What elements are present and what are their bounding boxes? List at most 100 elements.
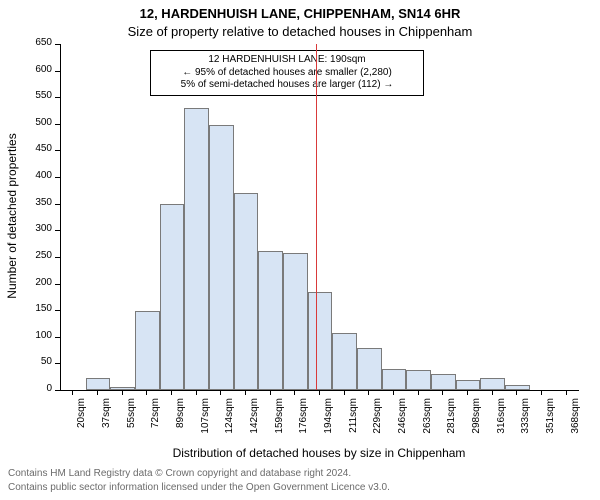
y-tick: [55, 230, 60, 231]
x-tick-label: 211sqm: [348, 398, 359, 448]
annotation-line-1: 12 HARDENHUISH LANE: 190sqm: [157, 54, 417, 67]
y-tick-label: 350: [20, 197, 52, 208]
x-tick-label: 229sqm: [372, 398, 383, 448]
histogram-bar: [110, 387, 135, 390]
histogram-bar: [234, 193, 259, 390]
x-tick-label: 107sqm: [200, 398, 211, 448]
histogram-bar: [406, 370, 431, 390]
histogram-bar: [160, 204, 185, 390]
y-tick: [55, 257, 60, 258]
histogram-bar: [86, 378, 111, 390]
x-tick-label: 37sqm: [101, 398, 112, 448]
footer-line-1: Contains HM Land Registry data © Crown c…: [8, 468, 351, 479]
x-axis-label: Distribution of detached houses by size …: [60, 446, 578, 460]
x-tick-label: 89sqm: [175, 398, 186, 448]
x-tick: [171, 390, 172, 395]
histogram-bar: [184, 108, 209, 390]
x-tick: [245, 390, 246, 395]
x-tick: [467, 390, 468, 395]
x-tick-label: 298sqm: [471, 398, 482, 448]
x-tick-label: 194sqm: [323, 398, 334, 448]
x-tick-label: 20sqm: [76, 398, 87, 448]
x-tick: [418, 390, 419, 395]
page-title: 12, HARDENHUISH LANE, CHIPPENHAM, SN14 6…: [0, 6, 600, 21]
x-tick: [97, 390, 98, 395]
plot-area: [60, 44, 579, 391]
x-tick: [492, 390, 493, 395]
y-tick: [55, 337, 60, 338]
histogram-bar: [332, 333, 357, 390]
y-tick-label: 0: [20, 383, 52, 394]
x-tick: [566, 390, 567, 395]
y-tick: [55, 71, 60, 72]
x-tick: [516, 390, 517, 395]
y-tick: [55, 310, 60, 311]
reference-line: [316, 44, 317, 390]
y-tick: [55, 204, 60, 205]
page-subtitle: Size of property relative to detached ho…: [0, 24, 600, 39]
y-tick-label: 200: [20, 277, 52, 288]
histogram-bar: [505, 385, 530, 390]
y-tick: [55, 124, 60, 125]
histogram-bar: [258, 251, 283, 390]
y-tick-label: 100: [20, 330, 52, 341]
annotation-line-3: 5% of semi-detached houses are larger (1…: [157, 79, 417, 92]
y-tick: [55, 363, 60, 364]
y-tick-label: 550: [20, 90, 52, 101]
x-tick: [541, 390, 542, 395]
x-tick: [122, 390, 123, 395]
x-tick-label: 333sqm: [520, 398, 531, 448]
y-tick: [55, 390, 60, 391]
histogram-bar: [283, 253, 308, 390]
y-axis-label: Number of detached properties: [5, 116, 19, 316]
annotation-line-2: ← 95% of detached houses are smaller (2,…: [157, 67, 417, 80]
x-tick-label: 72sqm: [150, 398, 161, 448]
x-tick: [146, 390, 147, 395]
x-tick-label: 263sqm: [422, 398, 433, 448]
histogram-bar: [135, 311, 160, 390]
x-tick-label: 316sqm: [496, 398, 507, 448]
histogram-bar: [456, 380, 481, 390]
x-tick: [220, 390, 221, 395]
x-tick-label: 159sqm: [274, 398, 285, 448]
y-tick-label: 400: [20, 170, 52, 181]
y-tick-label: 150: [20, 303, 52, 314]
x-tick: [294, 390, 295, 395]
y-tick-label: 250: [20, 250, 52, 261]
x-tick: [72, 390, 73, 395]
x-tick: [368, 390, 369, 395]
footer-line-2: Contains public sector information licen…: [8, 482, 390, 493]
x-tick: [270, 390, 271, 395]
y-tick-label: 600: [20, 64, 52, 75]
x-tick-label: 281sqm: [446, 398, 457, 448]
x-tick-label: 351sqm: [545, 398, 556, 448]
x-tick-label: 124sqm: [224, 398, 235, 448]
histogram-bar: [357, 348, 382, 390]
x-tick: [442, 390, 443, 395]
x-tick-label: 368sqm: [570, 398, 581, 448]
histogram-bar: [382, 369, 407, 390]
x-tick: [393, 390, 394, 395]
x-tick-label: 142sqm: [249, 398, 260, 448]
x-tick: [344, 390, 345, 395]
histogram-bar: [308, 292, 333, 390]
x-tick: [196, 390, 197, 395]
annotation-box: 12 HARDENHUISH LANE: 190sqm ← 95% of det…: [150, 50, 424, 96]
y-tick-label: 450: [20, 143, 52, 154]
y-tick-label: 650: [20, 37, 52, 48]
y-tick: [55, 44, 60, 45]
chart-container: { "header": { "address": "12, HARDENHUIS…: [0, 0, 600, 500]
histogram-bar: [209, 125, 234, 390]
y-tick-label: 300: [20, 223, 52, 234]
y-tick-label: 50: [20, 356, 52, 367]
x-tick-label: 246sqm: [397, 398, 408, 448]
y-tick: [55, 97, 60, 98]
x-tick-label: 176sqm: [298, 398, 309, 448]
y-tick: [55, 177, 60, 178]
y-tick: [55, 150, 60, 151]
x-tick: [319, 390, 320, 395]
y-tick-label: 500: [20, 117, 52, 128]
histogram-bar: [480, 378, 505, 390]
histogram-bar: [431, 374, 456, 390]
x-tick-label: 55sqm: [126, 398, 137, 448]
